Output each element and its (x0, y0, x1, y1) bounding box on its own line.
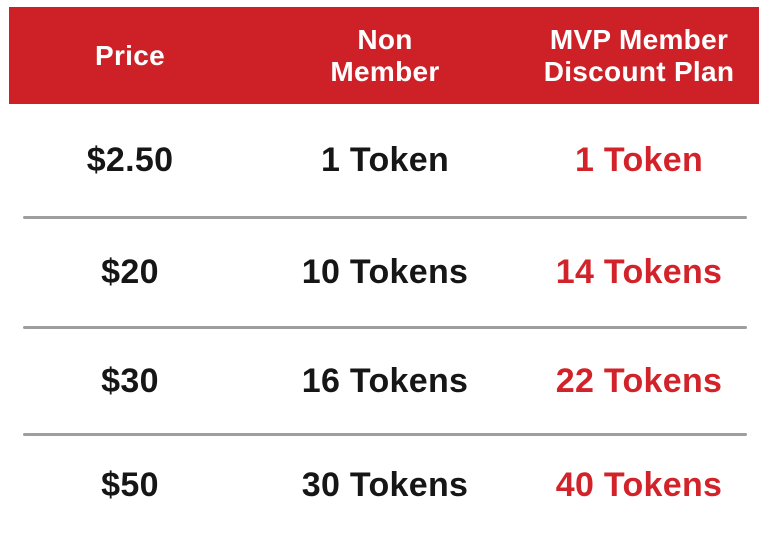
non-member-column-header: Non Member (330, 23, 440, 87)
row-divider (23, 433, 747, 436)
pricing-table: Price Non Member MVP Member Discount Pla… (9, 7, 759, 535)
price-cell: $2.50 (86, 140, 174, 179)
mvp-member-tokens-cell: 14 Tokens (555, 253, 723, 291)
price-column-header: Price (95, 39, 165, 71)
table-row: $30 16 Tokens 22 Tokens (9, 329, 759, 433)
price-cell: $20 (101, 253, 159, 291)
non-member-tokens-cell: 30 Tokens (301, 466, 469, 504)
non-member-tokens-cell: 1 Token (320, 140, 450, 179)
table-row: $20 10 Tokens 14 Tokens (9, 219, 759, 326)
row-divider (23, 326, 747, 329)
non-member-tokens-cell: 16 Tokens (301, 361, 469, 400)
non-member-tokens-cell: 10 Tokens (301, 253, 469, 291)
table-row: $50 30 Tokens 40 Tokens (9, 436, 759, 535)
row-divider (23, 216, 747, 219)
price-cell: $30 (101, 361, 159, 400)
table-header-banner: Price Non Member MVP Member Discount Pla… (9, 7, 759, 104)
price-cell: $50 (101, 466, 159, 504)
table-body: $2.50 1 Token 1 Token $20 10 Tokens 14 T… (9, 104, 759, 535)
table-row: $2.50 1 Token 1 Token (9, 104, 759, 216)
mvp-member-tokens-cell: 40 Tokens (555, 466, 723, 504)
mvp-member-column-header: MVP Member Discount Plan (543, 23, 735, 87)
mvp-member-tokens-cell: 22 Tokens (555, 361, 723, 400)
mvp-member-tokens-cell: 1 Token (574, 140, 704, 179)
